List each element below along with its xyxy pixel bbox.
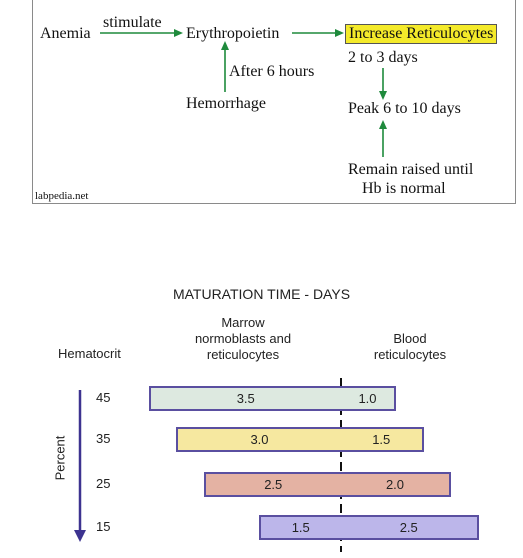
hemorrhage-label: Hemorrhage (186, 95, 266, 112)
marrow-bar: 2.5 (203, 472, 341, 497)
marrow-header-line1: Marrow (221, 315, 265, 330)
stimulate-arrowhead (174, 29, 183, 37)
remain-arrowhead (379, 120, 387, 129)
increase-arrowhead (335, 29, 344, 37)
blood-bar: 2.5 (341, 515, 479, 540)
marrow-header-line2: normoblasts and (194, 331, 292, 346)
marrow-header-line3: reticulocytes (206, 347, 280, 362)
percent-arrowhead (74, 530, 86, 542)
chart-title: MATURATION TIME - DAYS (172, 286, 351, 302)
remain-raised-label: Remain raised until (348, 161, 474, 178)
peak-days-label: Peak 6 to 10 days (348, 100, 461, 117)
credit-label: labpedia.net (35, 190, 89, 202)
blood-bar: 1.5 (341, 427, 424, 452)
hematocrit-header: Hematocrit (58, 346, 121, 361)
marrow-bar: 3.0 (176, 427, 341, 452)
blood-bar: 1.0 (341, 386, 396, 411)
blood-bar: 2.0 (341, 472, 451, 497)
two-to-three-days-label: 2 to 3 days (348, 49, 418, 66)
erythropoietin-label: Erythropoietin (186, 25, 280, 42)
flowchart-frame (32, 0, 516, 204)
increase-reticulocytes-label: Increase Reticulocytes (345, 24, 498, 44)
after-6-hours-label: After 6 hours (229, 63, 315, 80)
blood-header: Blood reticulocytes (360, 331, 460, 363)
days-arrowhead (379, 91, 387, 100)
stimulate-label: stimulate (103, 14, 162, 31)
hemorrhage-arrowhead (221, 41, 229, 50)
hematocrit-value: 15 (96, 519, 111, 534)
anemia-label: Anemia (40, 25, 91, 42)
hematocrit-value: 25 (96, 476, 111, 491)
marrow-header: Marrow normoblasts and reticulocytes (178, 315, 308, 363)
marrow-bar: 3.5 (148, 386, 341, 411)
blood-header-line1: Blood (393, 331, 427, 346)
blood-header-line2: reticulocytes (373, 347, 447, 362)
hematocrit-value: 35 (96, 431, 111, 446)
hb-normal-label: Hb is normal (362, 180, 446, 197)
hematocrit-value: 45 (96, 390, 111, 405)
marrow-bar: 1.5 (258, 515, 341, 540)
